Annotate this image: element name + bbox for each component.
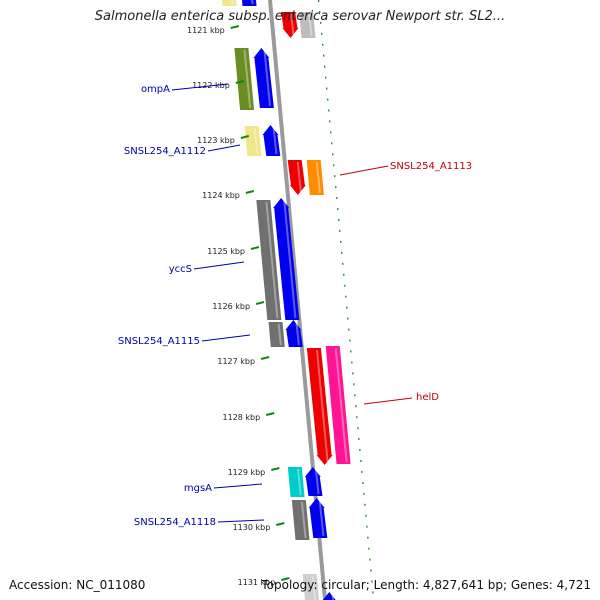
tick-label-1127: 1127 kbp [217, 357, 255, 366]
cds-features [222, 0, 351, 600]
leader-line-a1112 [207, 144, 241, 152]
cds-blue-top-highlight [251, 0, 254, 5]
tick-mark-1128 [265, 412, 275, 416]
tick-mark-1123 [240, 135, 250, 139]
cds-blue-mgsA [304, 467, 323, 496]
cds-blue-bottom-highlight [331, 593, 335, 600]
gene-labels: ompA SNSL254_A1112 SNSL254_A1113 yccS SNSL25… [118, 83, 472, 528]
cds-pink-helD [325, 346, 351, 464]
leader-line-a1118 [217, 519, 265, 523]
cds-olive-ompA [234, 48, 255, 110]
gene-label-helD: helD [416, 392, 439, 403]
cds-blue-bottom [322, 592, 336, 600]
cds-gray-top [299, 12, 316, 38]
cds-gray-top-highlight [308, 13, 313, 37]
cds-red-top [281, 12, 299, 38]
tick-mark-1122 [235, 80, 245, 84]
gene-label-a1113: SNSL254_A1113 [390, 161, 472, 172]
genome-summary-text: Topology: circular; Length: 4,827,641 bp… [261, 578, 591, 592]
cds-cyan-mgsA [287, 467, 305, 497]
tick-mark-1127 [260, 356, 270, 360]
cds-red-A1113 [287, 160, 306, 195]
gene-label-yccS: yccS [169, 264, 192, 275]
cds-gray-A1118 [291, 500, 310, 540]
gene-label-a1118: SNSL254_A1118 [134, 517, 216, 528]
cds-red-helD-highlight [315, 349, 329, 464]
cds-orange-A1113 [306, 160, 324, 195]
cds-olive-top-highlight [231, 0, 234, 5]
gene-label-a1115: SNSL254_A1115 [118, 336, 200, 347]
cds-khaki-A1112 [244, 126, 262, 156]
tick-label-1124: 1124 kbp [202, 191, 240, 200]
cds-gray-A1115 [268, 322, 285, 347]
cds-blue-mgsA-highlight [314, 468, 320, 495]
cds-blue-A1118-highlight [318, 499, 325, 537]
cds-orange-A1113-highlight [315, 161, 321, 194]
tick-mark-1126 [255, 301, 265, 305]
accession-text: Accession: NC_011080 [9, 578, 146, 592]
tick-mark-1131 [281, 577, 290, 581]
cds-blue-A1112 [262, 125, 281, 156]
cds-gray-bottom [302, 574, 319, 600]
tick-label-1128: 1128 kbp [223, 413, 261, 422]
cds-gray-A1118-highlight [300, 501, 307, 539]
cds-red-helD [306, 348, 333, 465]
tick-label-1130: 1130 kbp [233, 523, 271, 532]
tick-label-1129: 1129 kbp [228, 468, 266, 477]
cds-red-top-highlight [290, 13, 295, 37]
cds-cyan-mgsA-highlight [296, 468, 302, 496]
cds-gray-bottom-highlight [311, 575, 317, 600]
cds-gray-yccS-highlight [265, 201, 279, 319]
cds-blue-top [242, 0, 257, 6]
cds-blue-A1112-highlight [272, 126, 278, 155]
leader-line-helD [363, 397, 413, 405]
cds-olive-ompA-highlight [243, 49, 252, 109]
leader-line-mgsA [213, 483, 263, 489]
cds-blue-A1115 [285, 320, 303, 347]
cds-blue-A1118 [308, 498, 328, 538]
tick-mark-1125 [250, 246, 260, 250]
cds-blue-A1115-highlight [295, 321, 300, 346]
cds-pink-helD-highlight [334, 347, 348, 463]
cds-blue-yccS-highlight [283, 199, 297, 319]
gene-label-mgsA: mgsA [184, 483, 212, 494]
leader-line-ompA [171, 83, 229, 91]
tick-mark-1130 [276, 522, 285, 526]
tick-label-1126: 1126 kbp [212, 302, 250, 311]
gene-label-ompA: ompA [141, 84, 170, 95]
leader-line-a1115 [201, 334, 251, 342]
tick-label-1123: 1123 kbp [197, 136, 235, 145]
leader-line-yccS [193, 261, 245, 270]
tick-mark-1129 [271, 467, 280, 471]
tick-label-1125: 1125 kbp [207, 247, 245, 256]
cds-khaki-A1112-highlight [253, 127, 259, 155]
cds-olive-top [222, 0, 237, 6]
cds-gray-A1115-highlight [277, 323, 282, 346]
cds-gray-yccS [256, 200, 282, 320]
tick-label-1121: 1121 kbp [187, 26, 225, 35]
cds-blue-yccS [273, 198, 300, 320]
cds-blue-ompA-highlight [263, 49, 271, 107]
tick-mark-1124 [245, 190, 255, 194]
tick-label-1131: 1131 kbp [238, 578, 276, 587]
leader-line-a1113 [339, 165, 389, 176]
gene-label-a1112: SNSL254_A1112 [124, 146, 206, 157]
cds-red-A1113-highlight [296, 161, 302, 194]
tick-mark-1121 [230, 25, 239, 29]
cds-blue-ompA [253, 48, 274, 108]
map-title: Salmonella enterica subsp. enterica sero… [94, 9, 506, 24]
